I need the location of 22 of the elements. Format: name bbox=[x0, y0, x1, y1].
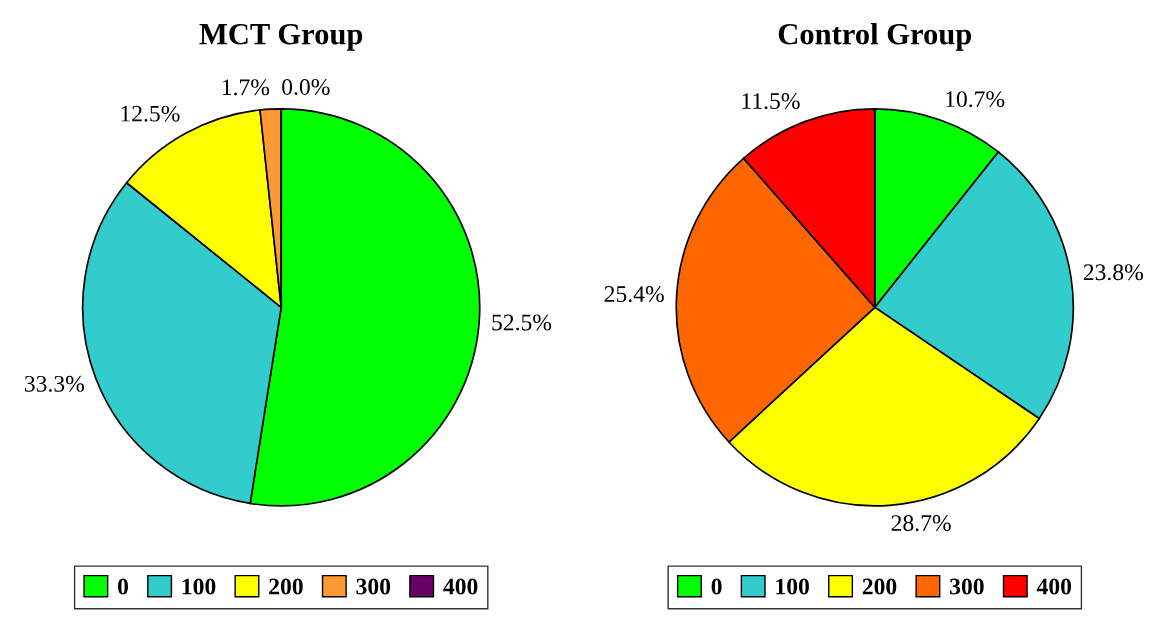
legend-label: 100 bbox=[182, 578, 216, 595]
legend-label: 0 bbox=[711, 578, 722, 595]
data-label: 52.5% bbox=[492, 314, 552, 331]
data-label: 12.5% bbox=[121, 105, 180, 122]
legend-label: 400 bbox=[1036, 578, 1072, 595]
chart-title: Control Group bbox=[778, 22, 972, 51]
legend-label: 300 bbox=[356, 578, 391, 595]
legend-label: 400 bbox=[443, 578, 478, 595]
legend-label: 100 bbox=[776, 578, 809, 595]
legend-label: 0 bbox=[118, 578, 129, 595]
chart-title: MCT Group bbox=[199, 23, 363, 51]
data-label: 10.7% bbox=[946, 91, 1005, 108]
data-label: 28.7% bbox=[891, 515, 951, 532]
legend-label: 200 bbox=[862, 578, 897, 595]
data-label: 23.8% bbox=[1083, 264, 1143, 281]
legend-label: 200 bbox=[269, 578, 303, 595]
data-label: 33.3% bbox=[24, 375, 85, 392]
text: 0.0% bbox=[282, 78, 330, 95]
data-label: 25.4% bbox=[604, 286, 664, 303]
data-label: 11.5% bbox=[742, 93, 800, 110]
data-label: 1.7% bbox=[222, 79, 270, 96]
legend-label: 300 bbox=[950, 578, 984, 595]
